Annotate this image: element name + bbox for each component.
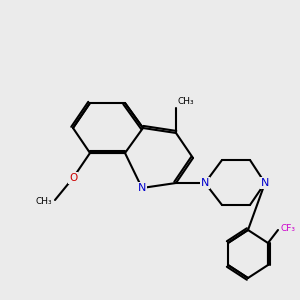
Text: CH₃: CH₃ xyxy=(35,197,52,206)
Text: N: N xyxy=(138,183,146,193)
Text: CF₃: CF₃ xyxy=(281,224,296,233)
Text: N: N xyxy=(261,178,269,188)
Text: CH₃: CH₃ xyxy=(178,98,194,106)
Text: N: N xyxy=(201,178,209,188)
Text: O: O xyxy=(69,173,77,183)
